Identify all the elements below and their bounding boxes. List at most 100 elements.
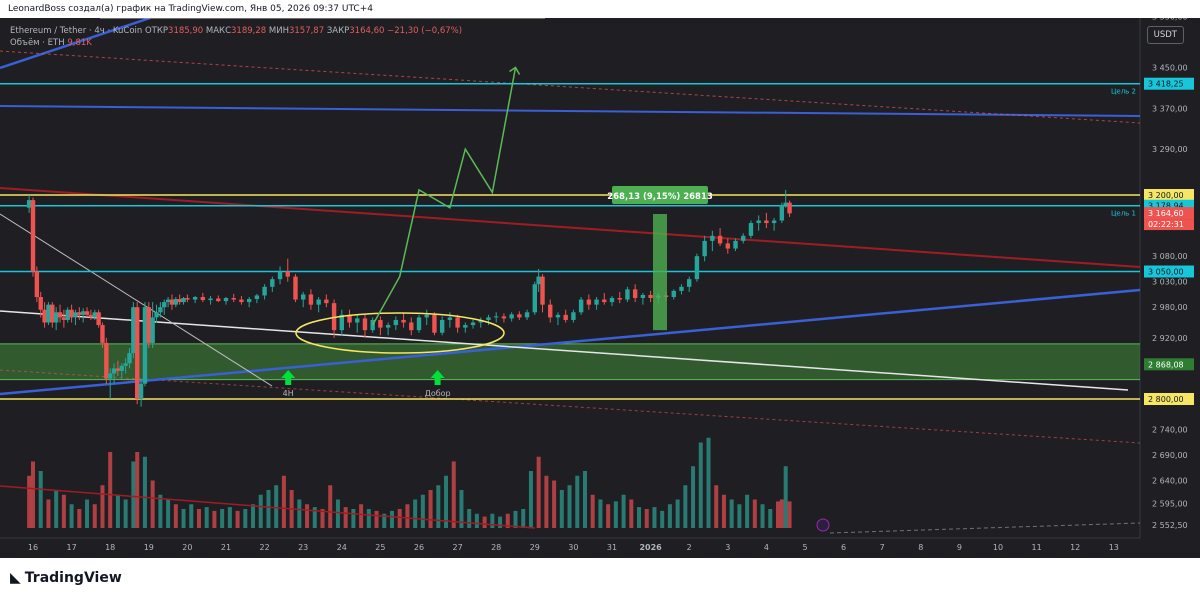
candle-body [308, 294, 314, 305]
close-value: 3164,60 [349, 26, 385, 36]
candle-body [119, 365, 124, 371]
x-tick-label: 25 [375, 543, 385, 552]
volume-bar [420, 494, 425, 528]
volume-bar [644, 509, 649, 528]
volume-bar [467, 509, 472, 528]
volume-bar [135, 452, 140, 528]
volume-bar [343, 507, 348, 528]
candle-body [154, 312, 159, 318]
candle-body [478, 319, 483, 323]
y-tick-label: 2 552,50 [1152, 521, 1188, 530]
brand-name: TradingView [24, 570, 122, 586]
candle-body [486, 317, 491, 320]
candle-body [115, 368, 121, 371]
volume-bar [606, 504, 611, 528]
currency-button[interactable]: USDT [1146, 26, 1184, 44]
price-chart[interactable]: Цель 2 Цель 1 268,13 (9,15%) 26813 4H Добор 3… [0, 18, 1200, 558]
candle-body [80, 311, 86, 315]
volume-bar [451, 461, 456, 528]
volume-bar [706, 437, 711, 528]
candle-body [324, 299, 329, 304]
volume-bar [637, 507, 642, 528]
candle-body [385, 325, 391, 328]
candle-body [370, 319, 375, 331]
candle-body [131, 307, 136, 354]
volume-projection-line [829, 522, 1141, 534]
volume-bar [459, 490, 464, 528]
x-tick-label: 17 [67, 543, 77, 552]
price-axis-bg [1140, 18, 1200, 558]
candle-body [455, 317, 460, 328]
volume-bar [737, 504, 742, 528]
volume-bar [474, 513, 479, 528]
candle-body [239, 299, 244, 303]
chart-area[interactable]: Цель 2 Цель 1 268,13 (9,15%) 26813 4H Добор 3… [0, 18, 1200, 558]
countdown-bg [1144, 219, 1194, 231]
volume-bar [220, 509, 225, 528]
candle-body [96, 312, 101, 326]
change-value: −21,30 (−0,67%) [387, 26, 463, 36]
volume-bar [235, 510, 240, 528]
high-value: 3189,28 [231, 26, 267, 36]
x-tick-label: 3 [725, 543, 730, 552]
resistance-blue-line [0, 105, 1141, 117]
red-descending-trend [0, 187, 1141, 268]
x-tick-label: 23 [298, 543, 308, 552]
candle-body [378, 319, 383, 328]
price-axis-tag-bg [1144, 207, 1194, 220]
volume-bar [328, 485, 333, 528]
volume-bar [490, 513, 495, 528]
volume-bar [613, 501, 618, 528]
volume-bar [745, 494, 750, 528]
volume-bar [675, 499, 680, 528]
candle-body [123, 363, 128, 366]
x-tick-label: 5 [802, 543, 807, 552]
ascending-blue-support [0, 288, 1141, 396]
volume-bar [158, 494, 163, 528]
price-axis-tag-bg [1144, 358, 1194, 371]
candle-body [602, 299, 607, 303]
candle-body [463, 325, 468, 328]
volume-bar [621, 494, 626, 528]
x-tick-label: 31 [607, 543, 617, 552]
candle-body [470, 322, 476, 326]
volume-bar [204, 507, 209, 528]
volume-bar [521, 509, 526, 528]
candle-body [50, 304, 55, 323]
x-tick-label: 8 [918, 543, 923, 552]
volume-bar [752, 499, 757, 528]
candle-body [783, 202, 788, 206]
candle-body [77, 312, 82, 315]
volume-bar [173, 504, 178, 528]
volume-bar [181, 509, 186, 528]
annotation-arrow-shaft [434, 378, 441, 385]
volume-bar [31, 461, 35, 528]
candle-body [169, 299, 175, 305]
volume-bar [131, 461, 136, 528]
author-caption: LeonardBoss создал(а) график на TradingV… [8, 4, 373, 14]
price-axis-tag: 3 418,25 [1148, 80, 1184, 89]
candle-body [92, 312, 97, 318]
volume-bar [374, 510, 379, 528]
x-tick-label: 21 [221, 543, 231, 552]
volume-bar [196, 509, 201, 528]
candle-body [301, 294, 306, 300]
lower-red-dashed-trend [0, 369, 1141, 444]
candle-body [111, 368, 117, 374]
candle-body [216, 298, 221, 302]
candle-body [277, 271, 283, 280]
volume-bar [243, 509, 248, 528]
volume-bar [297, 499, 302, 528]
volume-bar [444, 475, 449, 528]
price-axis-tag-bg [1144, 265, 1194, 278]
volume-bar [61, 494, 66, 528]
volume-bar [575, 475, 580, 528]
price-axis-tag: 3 164,60 [1148, 209, 1184, 218]
candle-body [231, 298, 236, 300]
candle-body [640, 294, 646, 299]
candle-body [439, 319, 445, 333]
x-tick-label: 10 [993, 543, 1003, 552]
price-axis-tag: 2 868,08 [1148, 360, 1184, 369]
volume-bar [714, 485, 719, 528]
x-tick-label: 2 [687, 543, 692, 552]
